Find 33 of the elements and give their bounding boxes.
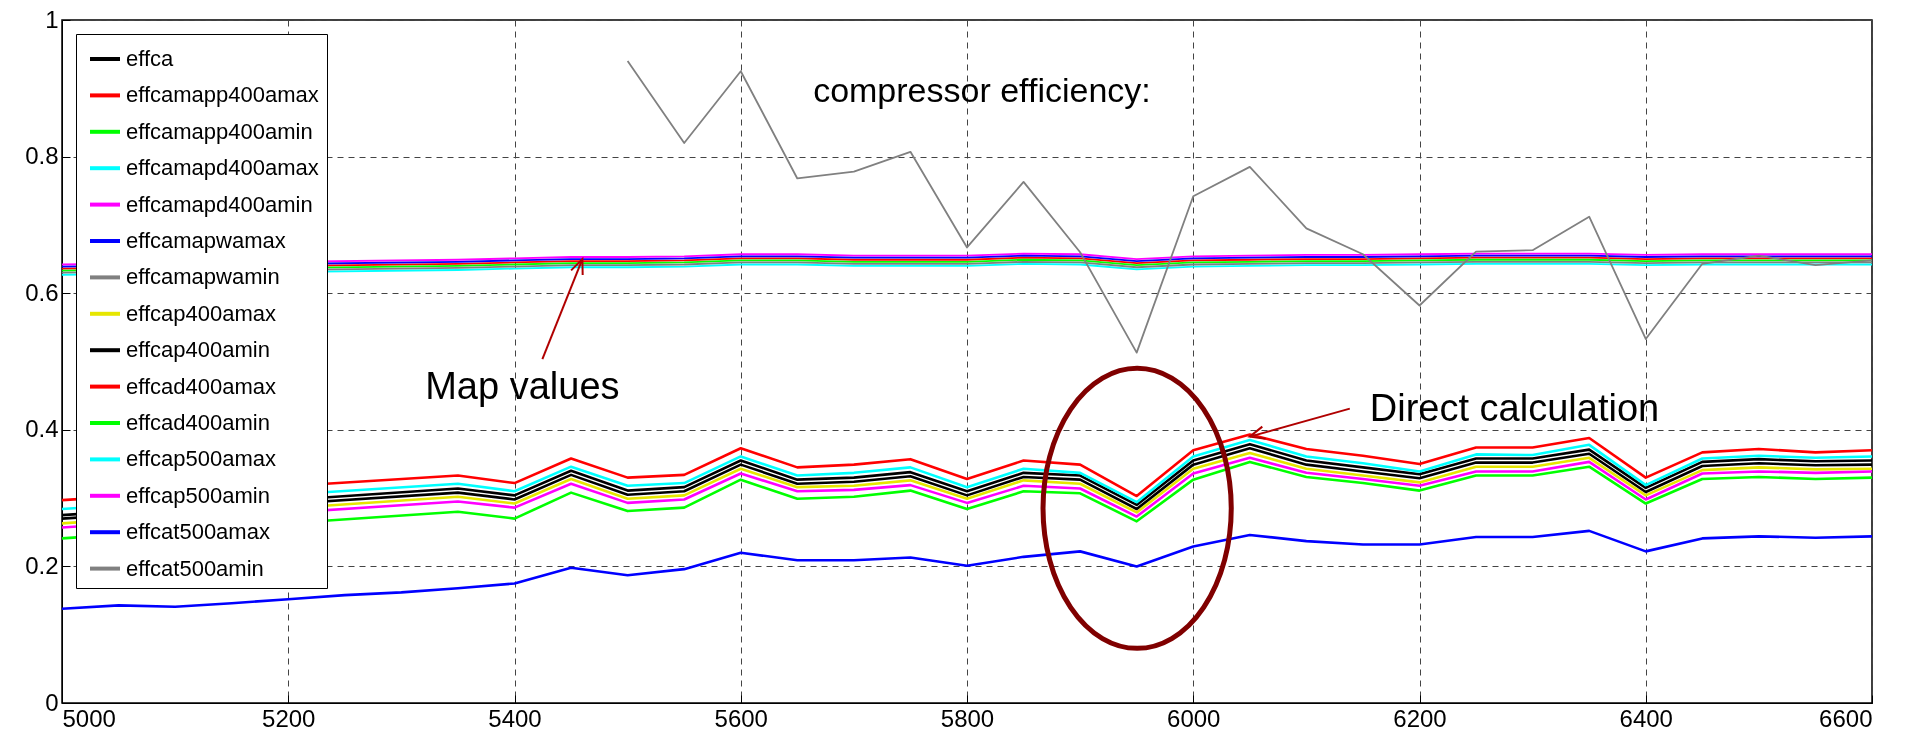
legend-label: effcap500amax	[126, 446, 277, 472]
legend-label: effcad400amax	[126, 373, 277, 399]
y-tick-label: 0.8	[25, 142, 59, 170]
x-tick-label: 5000	[62, 704, 116, 732]
x-tick-label: 5800	[940, 704, 995, 732]
legend-label: effcat500amin	[126, 555, 264, 581]
legend-label: effcamapwamax	[126, 228, 286, 253]
legend-label: effcat500amax	[126, 519, 270, 545]
x-tick-label: 5400	[488, 704, 542, 732]
annotation: Map values	[425, 365, 620, 408]
x-tick-label: 6200	[1393, 704, 1447, 732]
y-tick-label: 0.2	[25, 551, 59, 579]
legend-label: effca	[126, 46, 175, 71]
legend-label: effcamapd400amax	[126, 155, 319, 181]
annotation: compressor efficiency:	[813, 70, 1151, 109]
legend-label: effcad400amin	[126, 410, 270, 435]
x-tick-label: 5200	[262, 704, 316, 732]
legend-label: effcamapd400amin	[126, 191, 313, 217]
x-tick-label: 5600	[714, 704, 768, 732]
y-tick-label: 0.4	[25, 415, 59, 443]
legend-label: effcap400amin	[126, 337, 270, 363]
legend-label: effcap400amax	[126, 300, 277, 326]
x-tick-label: 6000	[1167, 704, 1221, 732]
y-tick-label: 0.6	[25, 278, 59, 306]
legend-label: effcamapp400amax	[126, 82, 319, 108]
annotation: Direct calculation	[1369, 386, 1660, 429]
y-tick-label: 0	[45, 688, 59, 716]
y-tick-label: 1	[45, 5, 59, 33]
legend-label: effcamapp400amin	[126, 118, 313, 144]
legend-label: effcamapwamin	[126, 264, 280, 290]
x-tick-label: 6400	[1619, 704, 1673, 732]
legend-label: effcap500amin	[126, 482, 270, 508]
x-tick-label: 6600	[1819, 704, 1873, 732]
